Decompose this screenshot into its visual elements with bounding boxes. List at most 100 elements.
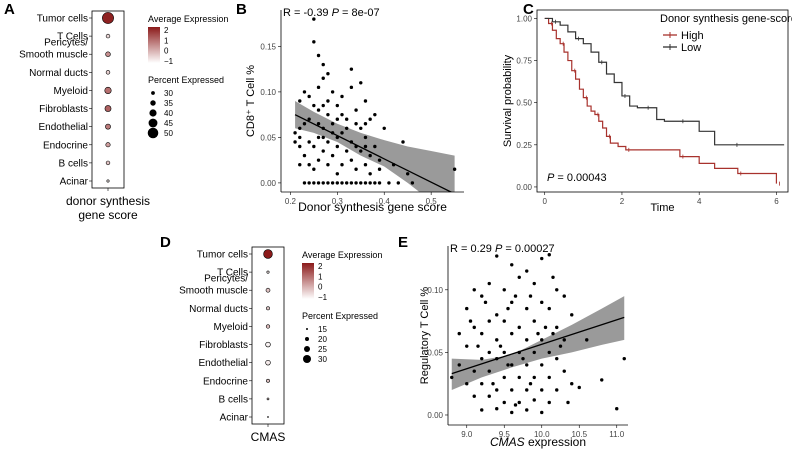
data-point	[373, 181, 377, 185]
data-point	[298, 144, 302, 149]
legend-size-label: 35	[164, 99, 173, 108]
data-point	[340, 181, 344, 185]
data-point	[354, 181, 358, 185]
y-tick-label: 0.25	[516, 141, 532, 150]
dot-fibroblasts	[265, 341, 271, 348]
legend-size-dot	[151, 91, 155, 95]
data-point	[555, 325, 559, 330]
data-point	[540, 256, 544, 261]
data-point	[487, 394, 491, 398]
panel-label-e: E	[398, 234, 408, 251]
dot-endothelial	[265, 359, 271, 366]
p-value: = 8e-07	[339, 7, 380, 19]
data-point	[340, 94, 344, 99]
data-point	[495, 313, 499, 317]
data-point	[513, 403, 518, 407]
scatter-e: 9.0 9.5 10.0 10.5 11.0 0.00 0.05 0.10 R = 0.29 P…	[419, 243, 628, 449]
legend-color-tick: 1	[164, 36, 169, 45]
data-point	[330, 153, 335, 158]
row-label: Myeloid	[214, 322, 248, 333]
x-tick-label: 9.0	[461, 430, 473, 439]
data-point	[528, 294, 533, 298]
data-point	[495, 338, 499, 342]
data-point	[517, 375, 521, 380]
correlation-annotation: R = 0.29 P = 0.00027	[450, 243, 555, 255]
data-point	[562, 294, 566, 298]
row-label: Pericytes/	[204, 274, 248, 285]
km-curve-high	[544, 17, 778, 184]
x-tick-label: 0.4	[379, 197, 391, 206]
data-point	[540, 300, 544, 305]
data-point	[316, 135, 321, 140]
data-point	[513, 294, 518, 298]
row-label: Endocrine	[203, 376, 248, 387]
legend-size-label: 25	[318, 345, 327, 354]
data-point	[373, 144, 377, 149]
legend-size-dot	[304, 346, 310, 352]
legend-color-tick: 2	[318, 262, 323, 271]
data-point	[340, 112, 344, 117]
x-tick-label: 0.3	[332, 197, 344, 206]
dot-normal-ducts	[105, 70, 111, 75]
data-point	[344, 149, 349, 153]
x-tick-label: 4	[697, 197, 702, 206]
legend-size-label: 50	[164, 129, 173, 138]
data-point	[480, 408, 484, 412]
data-point	[326, 112, 330, 117]
data-point	[600, 378, 604, 382]
dot-myeloid	[265, 324, 271, 329]
row-label: Endothelial	[199, 358, 248, 369]
legend-size-title: Percent Expressed	[302, 311, 378, 321]
data-point	[547, 253, 551, 257]
data-point	[363, 99, 368, 103]
dot-tumor-cells	[102, 12, 114, 24]
legend-size-label: 30	[318, 355, 327, 364]
data-point	[368, 172, 372, 176]
data-point	[452, 167, 457, 171]
data-point	[293, 131, 297, 135]
data-point	[363, 181, 368, 185]
data-point	[540, 338, 544, 342]
row-label: Endothelial	[39, 122, 88, 133]
data-point	[502, 350, 506, 355]
data-point	[340, 163, 344, 167]
data-point	[368, 181, 372, 185]
data-point	[487, 319, 491, 323]
legend-size-label: 30	[164, 89, 173, 98]
data-point	[321, 149, 325, 153]
data-point	[510, 388, 514, 392]
data-point	[387, 181, 391, 185]
data-point	[525, 306, 529, 311]
data-point	[330, 122, 335, 126]
row-label: Tumor cells	[37, 14, 88, 25]
dot-t-cells	[105, 33, 111, 39]
data-point	[349, 85, 354, 90]
y-tick-label: 0.75	[516, 57, 532, 66]
p-value: = 0.00043	[554, 172, 606, 184]
km-curve-low	[544, 17, 785, 146]
dot-t-cells	[266, 270, 270, 274]
p-annotation: P = 0.00043	[547, 172, 607, 184]
legend-size-dot	[148, 118, 158, 128]
data-point	[316, 122, 321, 126]
p-label: P	[332, 7, 340, 19]
data-point	[487, 281, 491, 286]
data-point	[410, 181, 415, 185]
data-point	[312, 17, 316, 21]
x-axis-label: Donor synthesis gene score	[298, 200, 447, 214]
data-point	[555, 388, 559, 392]
y-tick-label: 0.50	[516, 99, 532, 108]
data-point	[307, 140, 311, 144]
row-label: Tumor cells	[197, 250, 248, 261]
data-point	[405, 172, 410, 176]
legend-color-title: Average Expression	[302, 250, 382, 260]
data-point	[555, 356, 559, 361]
data-point	[326, 181, 330, 185]
data-point	[368, 153, 372, 158]
data-point	[298, 135, 302, 140]
data-point	[377, 181, 382, 185]
data-point	[363, 144, 368, 149]
data-point	[349, 181, 354, 185]
x-tick-label: 6	[774, 197, 779, 206]
row-label: Acinar	[220, 413, 249, 424]
